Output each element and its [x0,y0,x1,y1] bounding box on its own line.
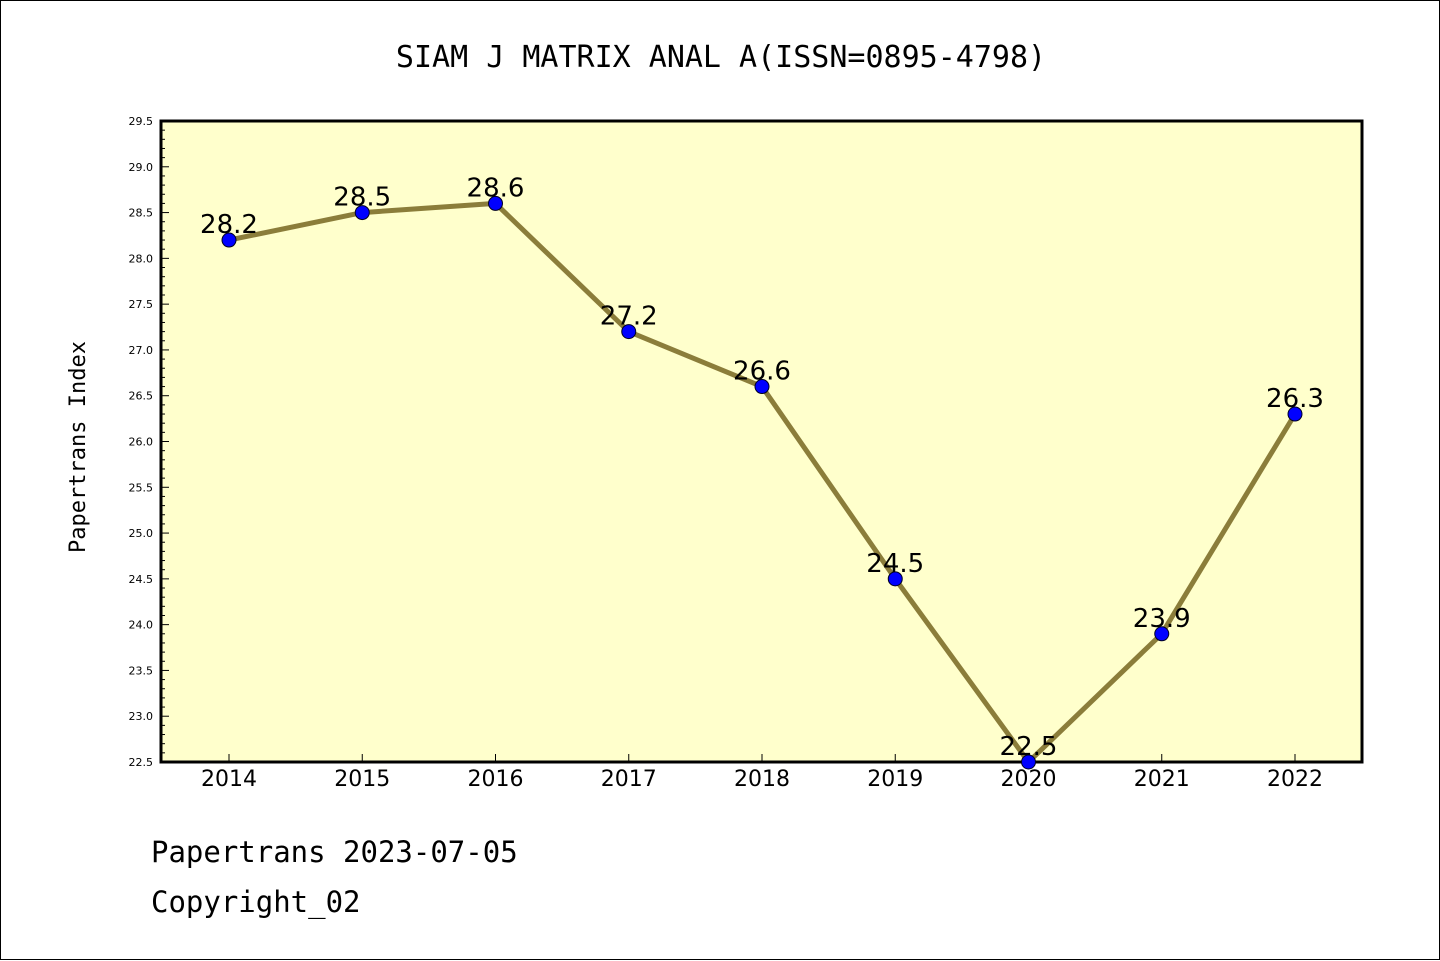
y-tick-label: 23.0 [129,710,154,723]
data-point [488,195,503,211]
y-axis: 22.5 23.0 23.5 24.0 24.5 25.0 25.5 26.0 26.5 27.0… [129,115,169,769]
x-tick-label: 2016 [468,767,524,792]
data-point [887,571,903,587]
data-point [221,232,237,248]
data-point [1021,754,1036,770]
y-tick-label: 28.0 [129,252,154,265]
x-tick-label: 2021 [1134,767,1190,792]
data-point [1154,626,1170,642]
y-tick-label: 22.5 [129,756,154,769]
x-tick-label: 2020 [1001,767,1057,792]
data-point [754,379,770,395]
footer-date: Papertrans 2023-07-05 [151,835,518,869]
y-tick-label: 26.5 [129,390,154,403]
x-tick-label: 2015 [334,767,390,792]
y-tick-label: 29.5 [129,115,154,128]
y-tick-label: 27.0 [129,344,154,357]
data-point [1287,406,1303,422]
y-tick-label: 25.5 [129,481,154,494]
data-label: 26.6 [733,357,791,387]
data-label: 28.2 [200,210,258,240]
data-label: 22.5 [1000,732,1058,762]
data-point [621,324,637,340]
data-label: 28.6 [467,173,525,203]
data-label: 27.2 [600,302,658,332]
data-labels: 28.2 28.5 28.6 27.2 26.6 24.5 22.5 23.9 26.3 [200,173,1324,762]
data-label: 28.5 [333,183,391,213]
footer-copyright: Copyright_02 [151,885,361,919]
data-label: 24.5 [866,549,924,579]
x-tick-label: 2017 [601,767,657,792]
x-tick-label: 2018 [734,767,790,792]
plot-area [159,119,1364,764]
x-axis: 2014 2015 2016 2017 2018 2019 2020 2021 2022 [201,754,1323,792]
y-tick-label: 28.5 [129,207,154,220]
chart-title: SIAM J MATRIX ANAL A(ISSN=0895-4798) [396,40,1046,75]
x-tick-label: 2019 [867,767,923,792]
data-markers [221,195,1303,770]
y-tick-label: 25.0 [129,527,154,540]
data-label: 26.3 [1266,384,1324,414]
y-tick-label: 24.0 [129,619,154,632]
y-tick-label: 24.5 [129,573,154,586]
x-tick-label: 2014 [201,767,257,792]
x-tick-label: 2022 [1267,767,1323,792]
data-label: 23.9 [1133,604,1191,634]
y-axis-label: Papertrans Index [66,341,91,553]
y-tick-label: 23.5 [129,664,154,677]
y-tick-label: 27.5 [129,298,154,311]
data-point [354,205,370,221]
y-tick-label: 29.0 [129,161,154,174]
y-tick-label: 26.0 [129,436,154,449]
